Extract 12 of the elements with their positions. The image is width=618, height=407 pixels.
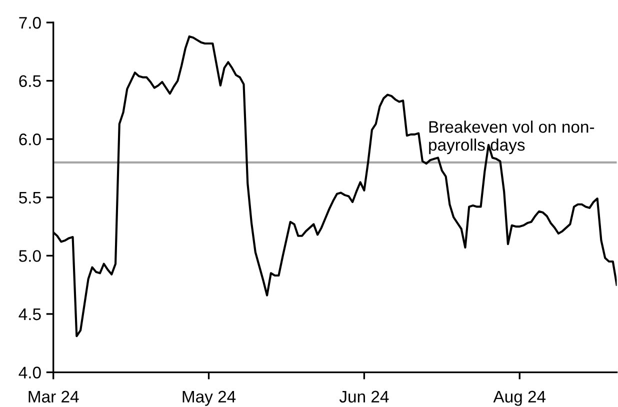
y-tick-label: 5.5: [19, 192, 41, 204]
x-tick-label: Jun 24: [339, 390, 389, 403]
y-tick-label: 4.0: [18, 366, 41, 378]
y-tick-label: 6.5: [19, 75, 41, 88]
y-tick-label: 7.0: [19, 16, 41, 29]
x-tick-label: Aug 24: [493, 390, 546, 406]
y-tick-label: 4.5: [18, 308, 41, 320]
x-tick-label: Mar 24: [28, 390, 79, 403]
y-tick-label: 6.0: [19, 134, 41, 146]
y-tick-label: 5.0: [19, 250, 41, 262]
x-tick-label: May 24: [182, 390, 236, 406]
ref-line-label: Breakeven vol on non- payrolls days: [429, 120, 594, 154]
